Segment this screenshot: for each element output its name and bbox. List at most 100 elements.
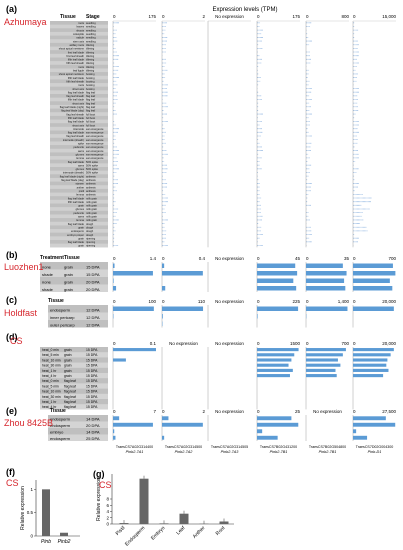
panel-d-row-stage: 15 DPA: [86, 348, 98, 352]
row-stage: milk grain: [86, 218, 98, 222]
panel-d-row-tissue: flag leaf: [64, 384, 76, 388]
panel-b-bar: [306, 271, 347, 276]
panel-d-bar: [113, 348, 156, 352]
panel-d-row-treatment: heat_4 hr: [42, 405, 57, 409]
panel-d-row-tissue: grain: [64, 358, 72, 362]
panel-e-row-tissue: endosperm: [50, 416, 71, 421]
row-shade: [50, 156, 108, 160]
panel-d-bar: [306, 374, 337, 378]
row-tissue: lemma: [76, 193, 84, 197]
panel-c-cultivar: Holdfast: [4, 308, 38, 318]
panel-b-bar: [353, 271, 396, 276]
row-stage: anthesis: [86, 182, 96, 186]
panel-d-row-treatment: heat_0 min: [42, 348, 59, 352]
panel-e-scale-max: 25: [295, 409, 301, 414]
panel-d-row-stage: 15 DPA: [86, 353, 98, 357]
row-tissue: internode: [73, 127, 84, 131]
row-tissue: shoot axis: [72, 101, 84, 105]
row-tissue: flag leaf sheath: [66, 134, 84, 138]
panel-d-bar: [306, 368, 336, 372]
gene-name: Pinb2-7A2: [175, 450, 194, 454]
panel-a-cultivar: Azhumaya: [4, 17, 47, 27]
panel-d-row-tissue: flag leaf: [64, 405, 76, 409]
row-tissue: shoots: [76, 28, 84, 32]
panel-b-bar: [306, 278, 345, 283]
scale-min: 0: [257, 14, 260, 19]
panel-d-bar: [306, 353, 343, 357]
panel-f-category: Pinb: [41, 539, 51, 545]
panel-b-cultivar: Luozhen1: [4, 262, 44, 272]
row-shade: [50, 126, 108, 131]
panel-d-bar: [353, 353, 391, 357]
panel-c-row-stage: 12 DPA: [86, 307, 100, 312]
row-stage: flag leaf: [86, 90, 95, 94]
panel-e-bar: [113, 435, 116, 440]
panel-d-scale-min: 0: [113, 341, 116, 346]
row-tissue: coleoptile: [73, 32, 85, 36]
row-stage: full boot: [86, 116, 95, 120]
panel-e-scale-max: 2: [202, 409, 205, 414]
panel-c-row-tissue: endosperm: [50, 307, 71, 312]
panel-b-row-treatment: shade: [42, 287, 54, 292]
row-tissue: fifth leaf blade: [68, 200, 85, 204]
row-stage: ear emergence: [86, 134, 104, 138]
panel-b-row-treatment: none: [42, 279, 52, 284]
panel-b-bar: [353, 263, 393, 268]
row-stage: tillering: [86, 58, 95, 62]
row-stage: flag leaf: [86, 98, 95, 102]
row-tissue: roots: [78, 21, 84, 25]
panel-c-scale-max: 110: [198, 299, 206, 304]
panel-c-scale-min: 0: [353, 299, 356, 304]
row-tissue: first leaf sheath: [66, 54, 84, 58]
panel-d-row-tissue: flag leaf: [64, 390, 76, 394]
row-tissue: flag leaf blade (night): [60, 174, 84, 178]
panel-f-ylabel: Relative expression: [20, 486, 26, 530]
row-stage: seedling: [86, 21, 96, 25]
panel-d-bar: [257, 348, 299, 352]
row-tissue: flag leaf blade: [68, 131, 85, 135]
row-stage: 50% spike: [86, 167, 99, 171]
row-shade: [50, 46, 108, 51]
panel-b-scale-max: 35: [344, 256, 350, 261]
row-stage: tillering: [86, 43, 95, 47]
row-tissue: fifth leaf blade: [68, 76, 85, 80]
row-tissue: pistil: [79, 189, 85, 193]
row-shade: [50, 185, 108, 189]
panel-b-scale-max: 1.4: [150, 256, 157, 261]
scale-min: 0: [113, 14, 116, 19]
panel-b-bar: [113, 263, 115, 268]
panel-e-bar: [257, 435, 278, 440]
panel-d-row-tissue: grain: [64, 374, 72, 378]
panel-d-row-treatment: heat_0 min: [42, 379, 59, 383]
row-tissue: fifth leaf sheath: [66, 61, 84, 65]
panel-b-scale-min: 0: [353, 256, 356, 261]
panel-b-scale-max: 45: [295, 256, 301, 261]
row-tissue: flag leaf blade: [68, 240, 85, 244]
panel-e-bar: [353, 416, 386, 421]
row-stage: flag leaf: [86, 101, 95, 105]
row-stage: ear emergence: [86, 142, 104, 146]
row-shade: [50, 39, 108, 43]
row-shade: [50, 97, 108, 102]
panel-e-row-stage: 14 DPA: [86, 429, 100, 434]
panel-c-scale-max: 1,400: [338, 299, 350, 304]
row-tissue: glumes: [76, 167, 85, 171]
panel-c-no-expression: No expression: [215, 299, 244, 304]
scale-min: 0: [306, 14, 309, 19]
panel-g-bar: [179, 513, 189, 524]
panel-d-cultivar: CS: [10, 336, 23, 346]
scale-max: 175: [148, 14, 156, 19]
row-stage: milk grain: [86, 215, 98, 219]
panel-b-row-stage: 20 DPA: [86, 279, 100, 284]
row-shade: [50, 170, 108, 175]
panel-c-bar: [353, 306, 394, 311]
panel-b-bar: [257, 278, 294, 283]
panel-b-bar: [162, 271, 203, 276]
panel-e-scale-min: 0: [113, 409, 116, 414]
panel-d-row-shade: [40, 393, 108, 399]
row-shade: [50, 104, 108, 109]
panel-a-tissue-header: Tissue: [60, 14, 76, 20]
panel-b-row-tissue: grain: [64, 279, 73, 284]
row-stage: seedling: [86, 25, 96, 29]
scale-max: 15,000: [382, 14, 396, 19]
